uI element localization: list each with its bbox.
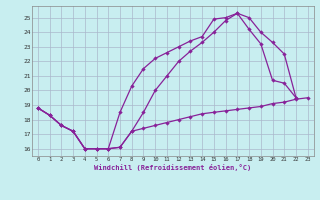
X-axis label: Windchill (Refroidissement éolien,°C): Windchill (Refroidissement éolien,°C) bbox=[94, 164, 252, 171]
